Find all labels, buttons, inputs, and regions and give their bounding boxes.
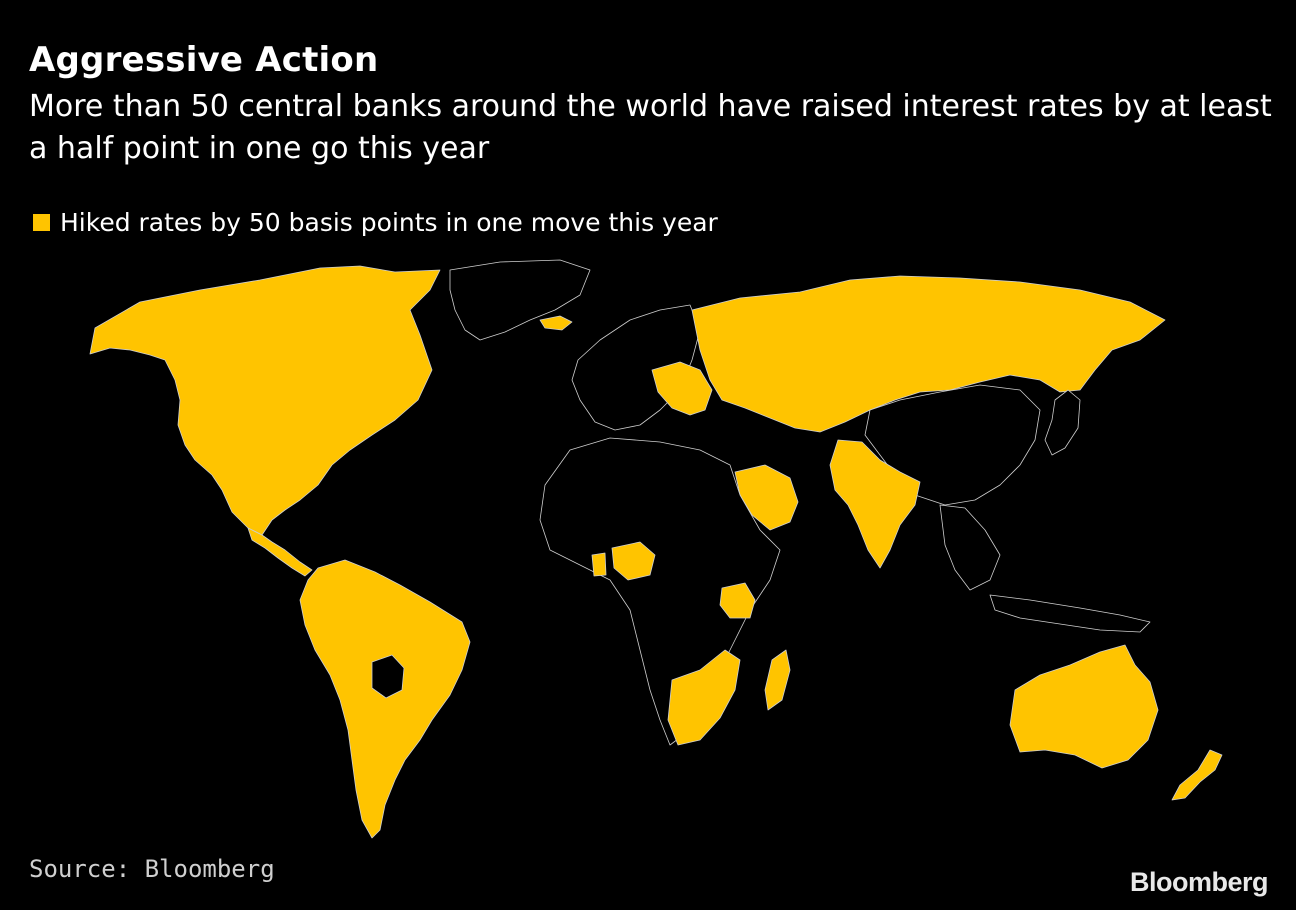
kenya-region [719, 582, 756, 619]
source-note: Source: Bloomberg [29, 855, 275, 883]
indonesia-region [989, 594, 1151, 633]
southern-africa-region [667, 649, 741, 746]
nigeria-region [611, 541, 656, 581]
bloomberg-logo: Bloomberg [1129, 867, 1269, 897]
new-zealand-region [1171, 749, 1223, 801]
india-region [829, 439, 921, 569]
chart-title: Aggressive Action [29, 40, 379, 80]
legend-swatch [33, 214, 50, 231]
central-america-region [247, 527, 313, 577]
eastern-europe-region [651, 361, 713, 416]
greenland-region [449, 259, 591, 341]
japan-region [1044, 389, 1081, 456]
legend-label: Hiked rates by 50 basis points in one mo… [60, 208, 718, 237]
south-america-region [299, 559, 471, 839]
bolivia-region [371, 654, 405, 699]
iceland-region [539, 315, 573, 331]
chart-subtitle: More than 50 central banks around the wo… [29, 89, 1272, 166]
legend: Hiked rates by 50 basis points in one mo… [33, 208, 718, 237]
southeast-asia-region [939, 504, 1001, 591]
madagascar-region [764, 649, 791, 711]
ghana-region [591, 552, 607, 577]
world-map [89, 259, 1223, 839]
north-america-region [89, 265, 441, 536]
australia-region [1009, 644, 1159, 769]
russia-region [691, 275, 1166, 433]
